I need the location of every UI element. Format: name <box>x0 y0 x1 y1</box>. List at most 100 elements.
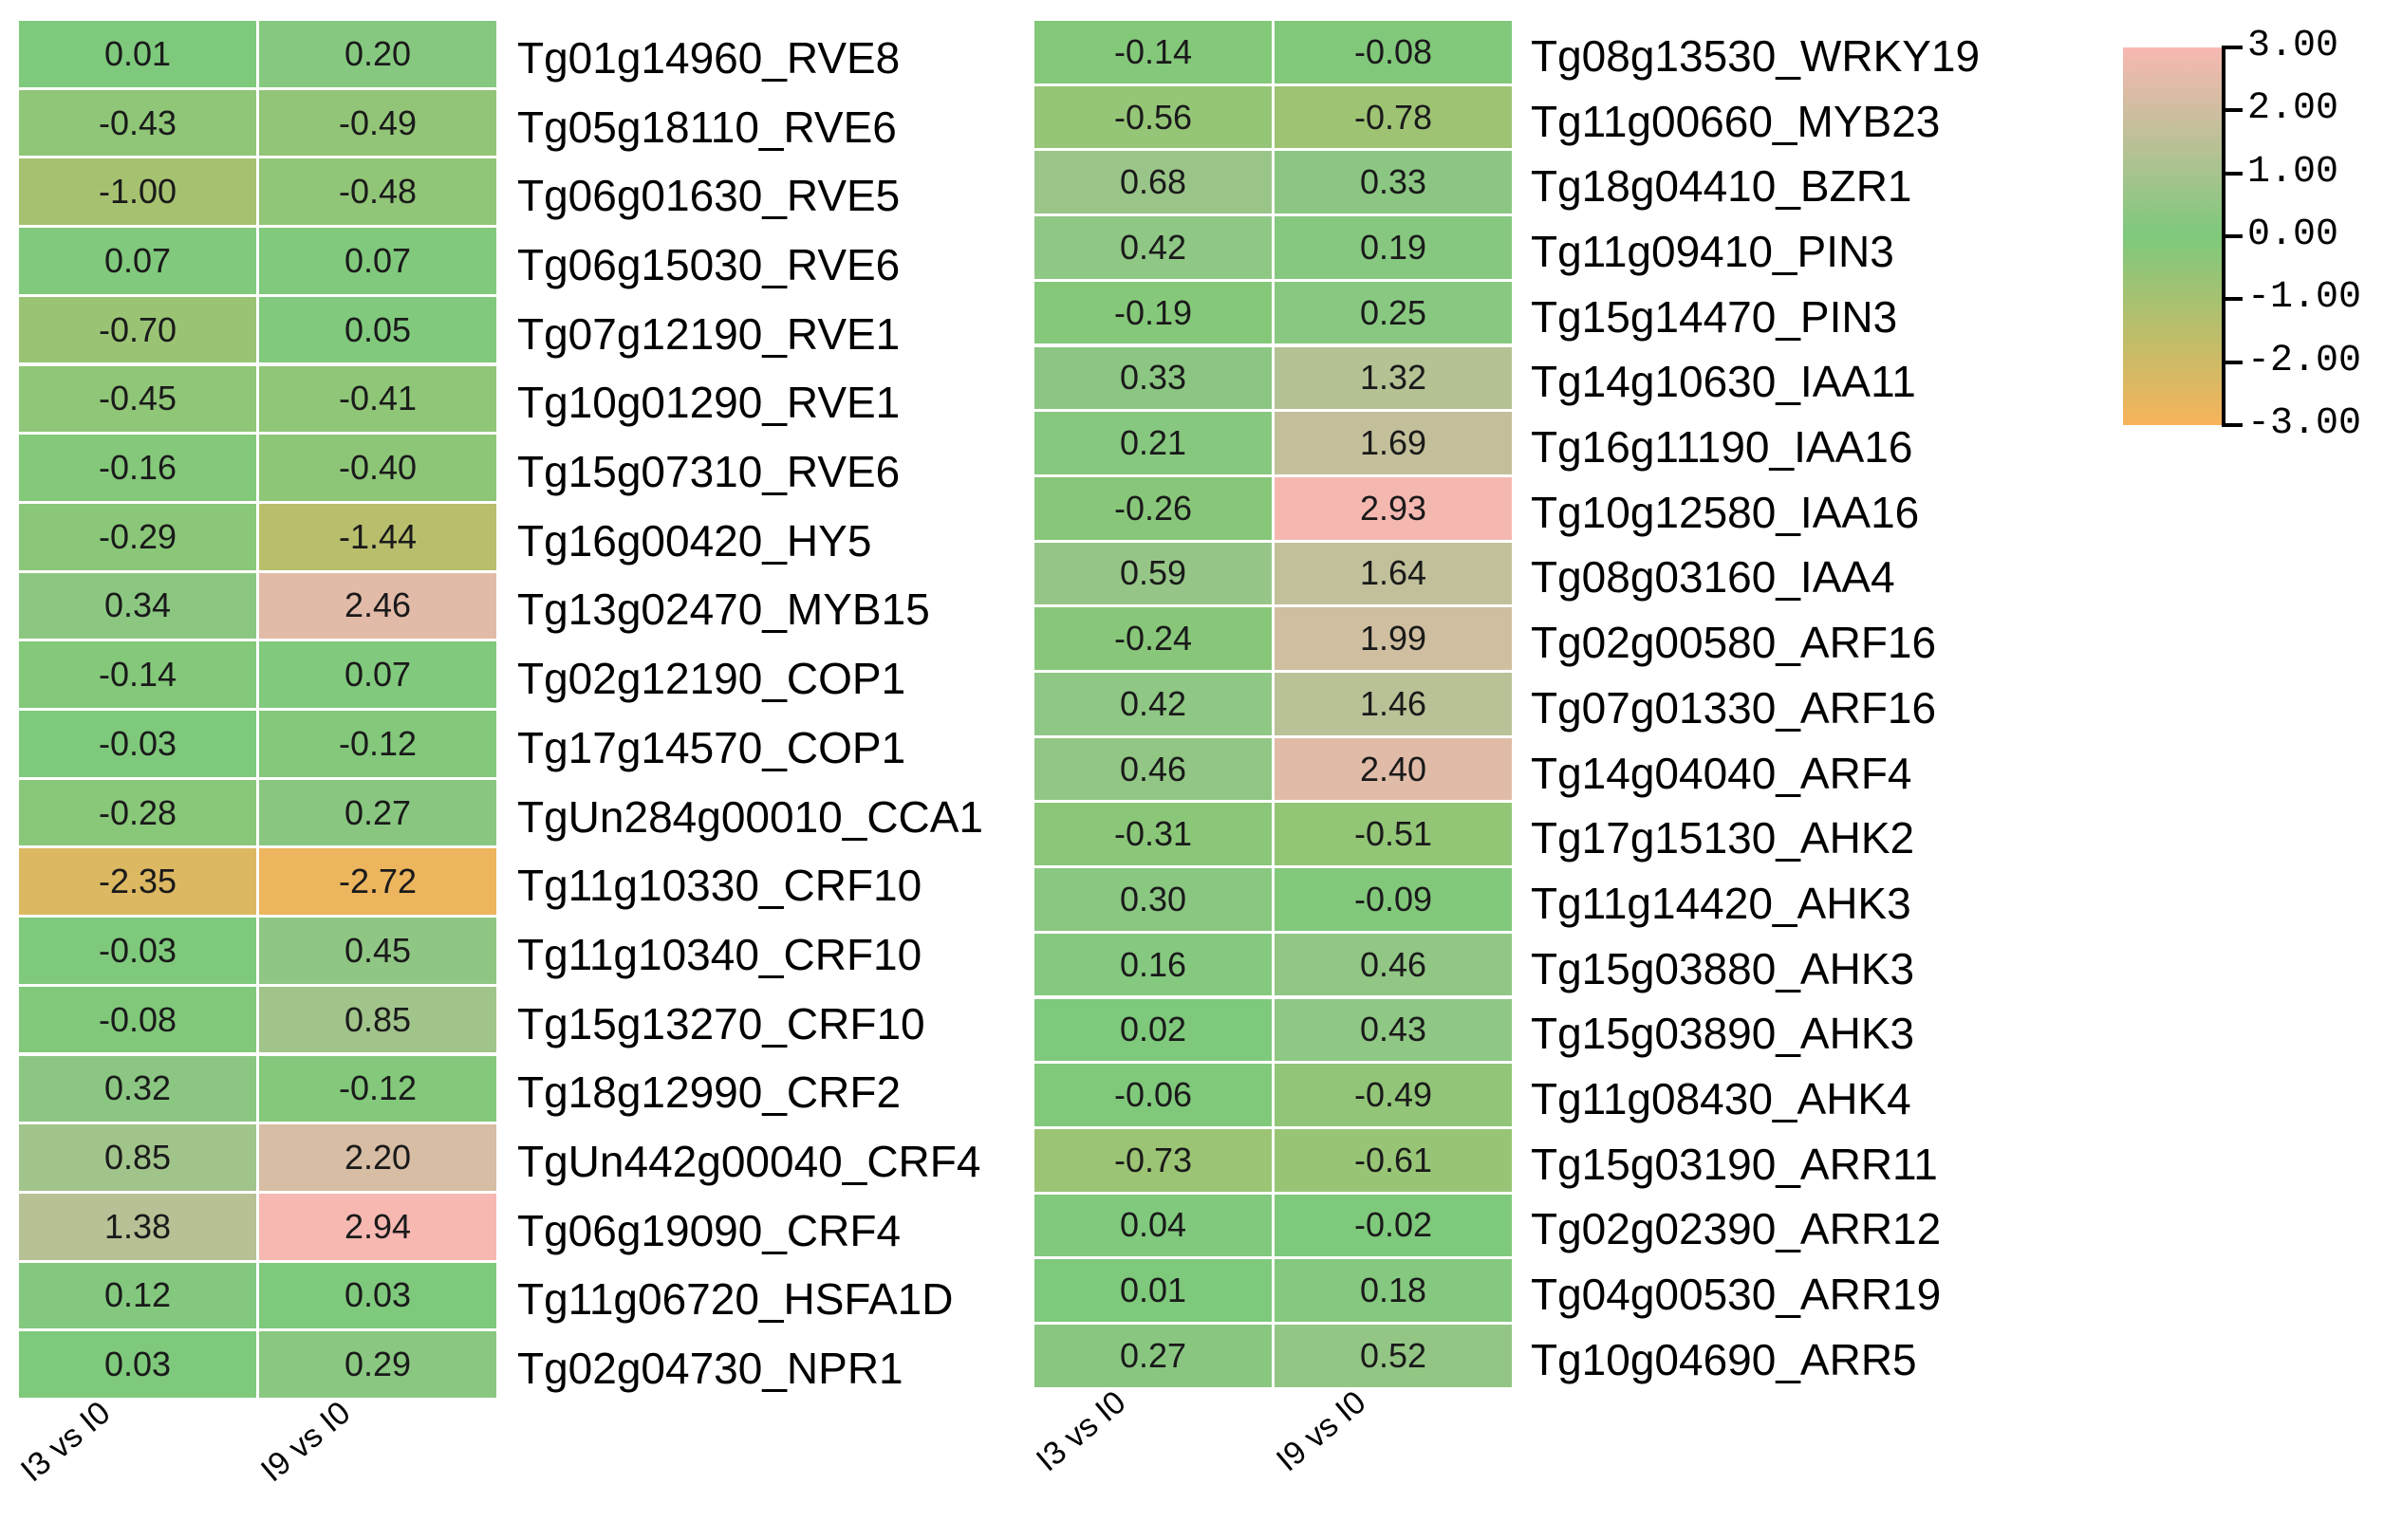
legend-tick-label: -3.00 <box>2247 402 2362 445</box>
gene-label: Tg17g14570_COP1 <box>517 722 906 772</box>
legend-tick-label: 1.00 <box>2247 150 2339 194</box>
heatmap-cell: 1.69 <box>1275 412 1512 474</box>
heatmap-cell: 0.18 <box>1275 1259 1512 1322</box>
legend-tick-label: 3.00 <box>2247 25 2339 67</box>
gene-label: Tg11g10340_CRF10 <box>517 929 922 979</box>
heatmap-cell: 0.59 <box>1034 542 1272 605</box>
heatmap-cell: -0.70 <box>19 296 256 363</box>
gene-label: Tg14g04040_ARF4 <box>1531 748 1912 798</box>
heatmap-cell: -0.08 <box>1275 21 1512 83</box>
gene-label: Tg14g10630_IAA11 <box>1531 357 1916 407</box>
legend-gradient-bar <box>2123 47 2222 425</box>
heatmap-cell: 2.93 <box>1275 476 1512 540</box>
gene-label: Tg11g14420_AHK3 <box>1531 878 1911 928</box>
heatmap-cell: 2.40 <box>1275 737 1512 801</box>
gene-label: Tg06g01630_RVE5 <box>517 171 901 221</box>
gene-label: Tg10g04690_ARR5 <box>1531 1334 1917 1384</box>
gene-label: Tg15g03190_ARR11 <box>1531 1139 1938 1189</box>
gene-label: Tg17g15130_AHK2 <box>1531 813 1915 863</box>
heatmap-cell: 2.46 <box>259 572 496 640</box>
gene-label: Tg02g12190_COP1 <box>517 654 906 704</box>
heatmap-cell: -0.14 <box>1034 21 1272 83</box>
heatmap-cell: -0.12 <box>259 1055 496 1123</box>
heatmap-cell: 0.20 <box>259 21 496 87</box>
heatmap-cell: -0.49 <box>1275 1064 1512 1126</box>
heatmap-cell: 1.38 <box>19 1193 256 1260</box>
gene-label: Tg06g15030_RVE6 <box>517 239 901 289</box>
gene-label: Tg11g06720_HSFA1D <box>517 1274 954 1325</box>
heatmap-cell: -0.19 <box>1034 281 1272 344</box>
heatmap-cell: 0.52 <box>1275 1325 1512 1387</box>
heatmap-cell: -0.24 <box>1034 607 1272 670</box>
gene-label: Tg15g13270_CRF10 <box>517 998 925 1048</box>
gene-label: Tg05g18110_RVE6 <box>517 102 897 152</box>
gene-label: Tg08g13530_WRKY19 <box>1531 30 1981 81</box>
gene-label: Tg15g03880_AHK3 <box>1531 943 1915 993</box>
column-label: I9 vs I0 <box>253 1394 358 1490</box>
heatmap-cell: 0.27 <box>259 779 496 846</box>
heatmap-cell: 0.07 <box>259 228 496 294</box>
gene-label: Tg01g14960_RVE8 <box>517 32 901 83</box>
heatmap-cell: -0.48 <box>259 158 496 226</box>
heatmap-cell: 0.30 <box>1034 868 1272 931</box>
heatmap-cell: 0.03 <box>19 1331 256 1398</box>
gene-label: Tg06g19090_CRF4 <box>517 1205 902 1255</box>
heatmap-cell: 2.94 <box>259 1193 496 1260</box>
gene-label: Tg04g00530_ARR19 <box>1531 1270 1942 1320</box>
heatmap-cell: 1.32 <box>1275 346 1512 410</box>
legend-tick-label: -1.00 <box>2247 276 2362 320</box>
heatmap-cell: 0.01 <box>19 21 256 87</box>
gene-label: Tg02g04730_NPR1 <box>517 1344 903 1394</box>
heatmap-cell: 0.33 <box>1275 151 1512 214</box>
column-label: I3 vs I0 <box>13 1394 118 1490</box>
legend-tick <box>2222 423 2243 427</box>
gene-label: Tg18g04410_BZR1 <box>1531 161 1912 212</box>
gene-label: Tg15g03890_AHK3 <box>1531 1009 1915 1059</box>
heatmap-cell: 0.32 <box>19 1055 256 1123</box>
heatmap-cell: -1.00 <box>19 158 256 226</box>
heatmap-cell: -0.09 <box>1275 868 1512 931</box>
heatmap-cell: 0.45 <box>259 918 496 984</box>
heatmap-cell: 0.46 <box>1275 933 1512 996</box>
gene-label: Tg08g03160_IAA4 <box>1531 552 1895 603</box>
heatmap-cell: 0.01 <box>1034 1259 1272 1322</box>
legend-tick <box>2222 234 2243 238</box>
heatmap-cell: 1.99 <box>1275 607 1512 670</box>
heatmap-cell: 0.29 <box>259 1331 496 1398</box>
heatmap-cell: 2.20 <box>259 1124 496 1191</box>
heatmap-cell: -2.35 <box>19 848 256 916</box>
gene-label: Tg07g12190_RVE1 <box>517 308 901 359</box>
heatmap-cell: 0.42 <box>1034 673 1272 735</box>
gene-label: Tg16g00420_HY5 <box>517 515 872 566</box>
heatmap-cell: -0.03 <box>19 711 256 777</box>
heatmap-cell: 0.05 <box>259 296 496 363</box>
heatmap-cell: -0.51 <box>1275 803 1512 866</box>
heatmap-cell: -0.26 <box>1034 476 1272 540</box>
heatmap-cell: -0.43 <box>19 89 256 157</box>
gene-label: Tg10g01290_RVE1 <box>517 378 901 428</box>
heatmap-cell: -0.16 <box>19 435 256 501</box>
heatmap-cell: 0.43 <box>1275 998 1512 1062</box>
legend-tick-label: 2.00 <box>2247 87 2339 131</box>
gene-label: Tg02g00580_ARF16 <box>1531 618 1937 668</box>
legend-tick <box>2222 297 2243 302</box>
heatmap-cell: 0.42 <box>1034 216 1272 279</box>
heatmap-cell: -0.03 <box>19 918 256 984</box>
heatmap-cell: 0.27 <box>1034 1325 1272 1387</box>
legend-tick <box>2222 46 2243 49</box>
heatmap-cell: 0.33 <box>1034 346 1272 410</box>
gene-label: Tg11g10330_CRF10 <box>517 861 922 911</box>
heatmap-cell: -0.41 <box>259 365 496 433</box>
heatmap-cell: -0.73 <box>1034 1128 1272 1192</box>
gene-label: Tg11g08430_AHK4 <box>1531 1074 1911 1124</box>
heatmap-cell: -0.31 <box>1034 803 1272 866</box>
gene-label: Tg15g14470_PIN3 <box>1531 291 1898 342</box>
column-label: I9 vs I0 <box>1269 1383 1373 1478</box>
heatmap-cell: 0.12 <box>19 1262 256 1329</box>
legend-tick <box>2222 360 2243 364</box>
heatmap-cell: 0.85 <box>259 986 496 1053</box>
heatmap-cell: -0.28 <box>19 779 256 846</box>
heatmap-cell: 0.02 <box>1034 998 1272 1062</box>
heatmap-cell: -0.02 <box>1275 1194 1512 1257</box>
gene-label: TgUn284g00010_CCA1 <box>517 791 984 842</box>
